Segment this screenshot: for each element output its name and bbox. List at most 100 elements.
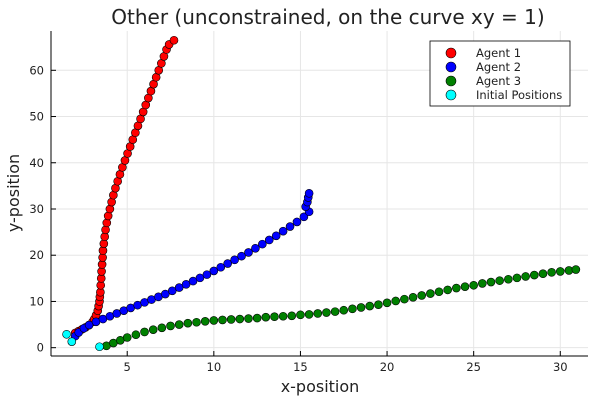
agent-3-point — [495, 276, 504, 285]
agent-3-point — [486, 277, 496, 287]
agent-3-point — [400, 294, 409, 304]
agent-3-point — [365, 301, 375, 311]
agent-3-point — [374, 300, 383, 309]
agent-3-point — [270, 312, 279, 322]
agent-3-point — [443, 285, 452, 295]
agent-2-point — [258, 239, 267, 249]
agent-3-point — [140, 327, 149, 337]
x-tick-label: 15 — [293, 360, 308, 374]
agent-3-point — [571, 265, 581, 274]
agent-2-point — [202, 270, 212, 279]
agent-2-point — [84, 320, 94, 330]
agent-2-point — [285, 222, 295, 231]
agent-3-point — [296, 310, 305, 320]
agent-2-point — [188, 276, 198, 286]
agent-3-point — [555, 267, 565, 276]
agent-3-point — [330, 307, 340, 316]
agent-1-point — [169, 35, 179, 45]
agent-3-point — [287, 311, 297, 321]
initial-positions-point — [95, 342, 104, 352]
agent-3-point — [322, 308, 331, 317]
agent-3-point — [148, 325, 158, 334]
legend-label-agent-2: Agent 2 — [476, 60, 521, 74]
agent-3-point — [200, 317, 210, 326]
agent-3-point — [512, 273, 522, 283]
agent-2-point — [181, 280, 191, 289]
chart-title: Other (unconstrained, on the curve xy = … — [111, 5, 544, 29]
agent-3-point — [166, 321, 175, 331]
agent-2-point — [167, 286, 177, 296]
agent-3-point — [252, 313, 262, 323]
initial-positions-point — [62, 329, 71, 339]
agent-3-point — [218, 315, 227, 325]
legend-label-agent-1: Agent 1 — [476, 46, 521, 60]
agent-2-point — [299, 212, 309, 222]
agent-3-point — [235, 314, 245, 324]
legend-marker-agent-3 — [445, 75, 457, 87]
y-tick-label: 20 — [29, 248, 44, 262]
data-points — [62, 35, 581, 352]
y-tick-label: 50 — [29, 110, 44, 124]
agent-3-point — [417, 291, 427, 300]
agent-2-point — [278, 226, 288, 236]
agent-3-point — [244, 314, 253, 323]
agent-3-point — [183, 318, 193, 328]
agent-3-point — [304, 310, 314, 319]
agent-3-point — [521, 272, 530, 281]
x-tick-label: 25 — [466, 360, 481, 374]
y-tick-label: 10 — [29, 294, 44, 308]
agent-1-point — [102, 218, 112, 228]
x-tick-label: 10 — [207, 360, 222, 374]
y-tick-label: 0 — [37, 341, 44, 355]
agent-3-point — [131, 330, 141, 340]
agent-2-point — [209, 266, 219, 276]
agent-3-point — [547, 268, 556, 277]
agent-3-point — [356, 303, 366, 312]
agent-3-point — [469, 280, 478, 290]
legend-marker-agent-2 — [445, 61, 457, 73]
agent-2-point — [230, 255, 239, 265]
agent-3-point — [434, 287, 444, 297]
y-tick-label: 40 — [29, 156, 44, 170]
agent-3-point — [261, 312, 271, 322]
agent-2-point — [216, 262, 226, 272]
x-tick-label: 20 — [380, 360, 395, 374]
agent-3-point — [226, 315, 236, 324]
agent-2-point — [237, 251, 246, 261]
x-tick-label: 5 — [124, 360, 131, 374]
y-tick-label: 30 — [29, 202, 44, 216]
legend-marker-agent-1 — [445, 47, 457, 59]
agent-3-point — [538, 269, 548, 279]
agent-3-point — [452, 283, 461, 293]
agent-3-point — [382, 298, 392, 308]
agent-3-point — [426, 289, 435, 298]
agent-3-point — [408, 292, 418, 302]
agent-2-point — [292, 217, 302, 227]
agent-1-point — [101, 225, 110, 235]
agent-2-point — [161, 289, 170, 299]
legend-label-agent-3: Agent 3 — [476, 74, 521, 88]
agent-3-point — [157, 323, 167, 333]
agent-2-point — [271, 231, 281, 241]
agent-3-point — [122, 333, 132, 342]
agent-2-point — [251, 243, 260, 253]
legend-label-initial-positions: Initial Positions — [476, 88, 562, 102]
agent-3-point — [192, 317, 201, 327]
agent-2-point — [264, 235, 274, 245]
tick-marks: 5 10 15 20 25 30 0 10 20 30 40 50 60 — [29, 63, 567, 374]
x-tick-label: 30 — [553, 360, 568, 374]
agent-3-point — [339, 305, 349, 315]
agent-2-point — [244, 248, 253, 257]
agent-3-point — [529, 270, 539, 280]
agent-3-point — [313, 309, 323, 318]
agent-3-point — [174, 320, 184, 329]
agent-3-point — [504, 274, 513, 284]
agent-3-point — [278, 311, 288, 321]
legend-marker-initial-positions — [445, 89, 457, 101]
agent-3-point — [348, 304, 357, 314]
initial-positions-point — [67, 337, 77, 346]
agent-3-point — [460, 282, 470, 291]
